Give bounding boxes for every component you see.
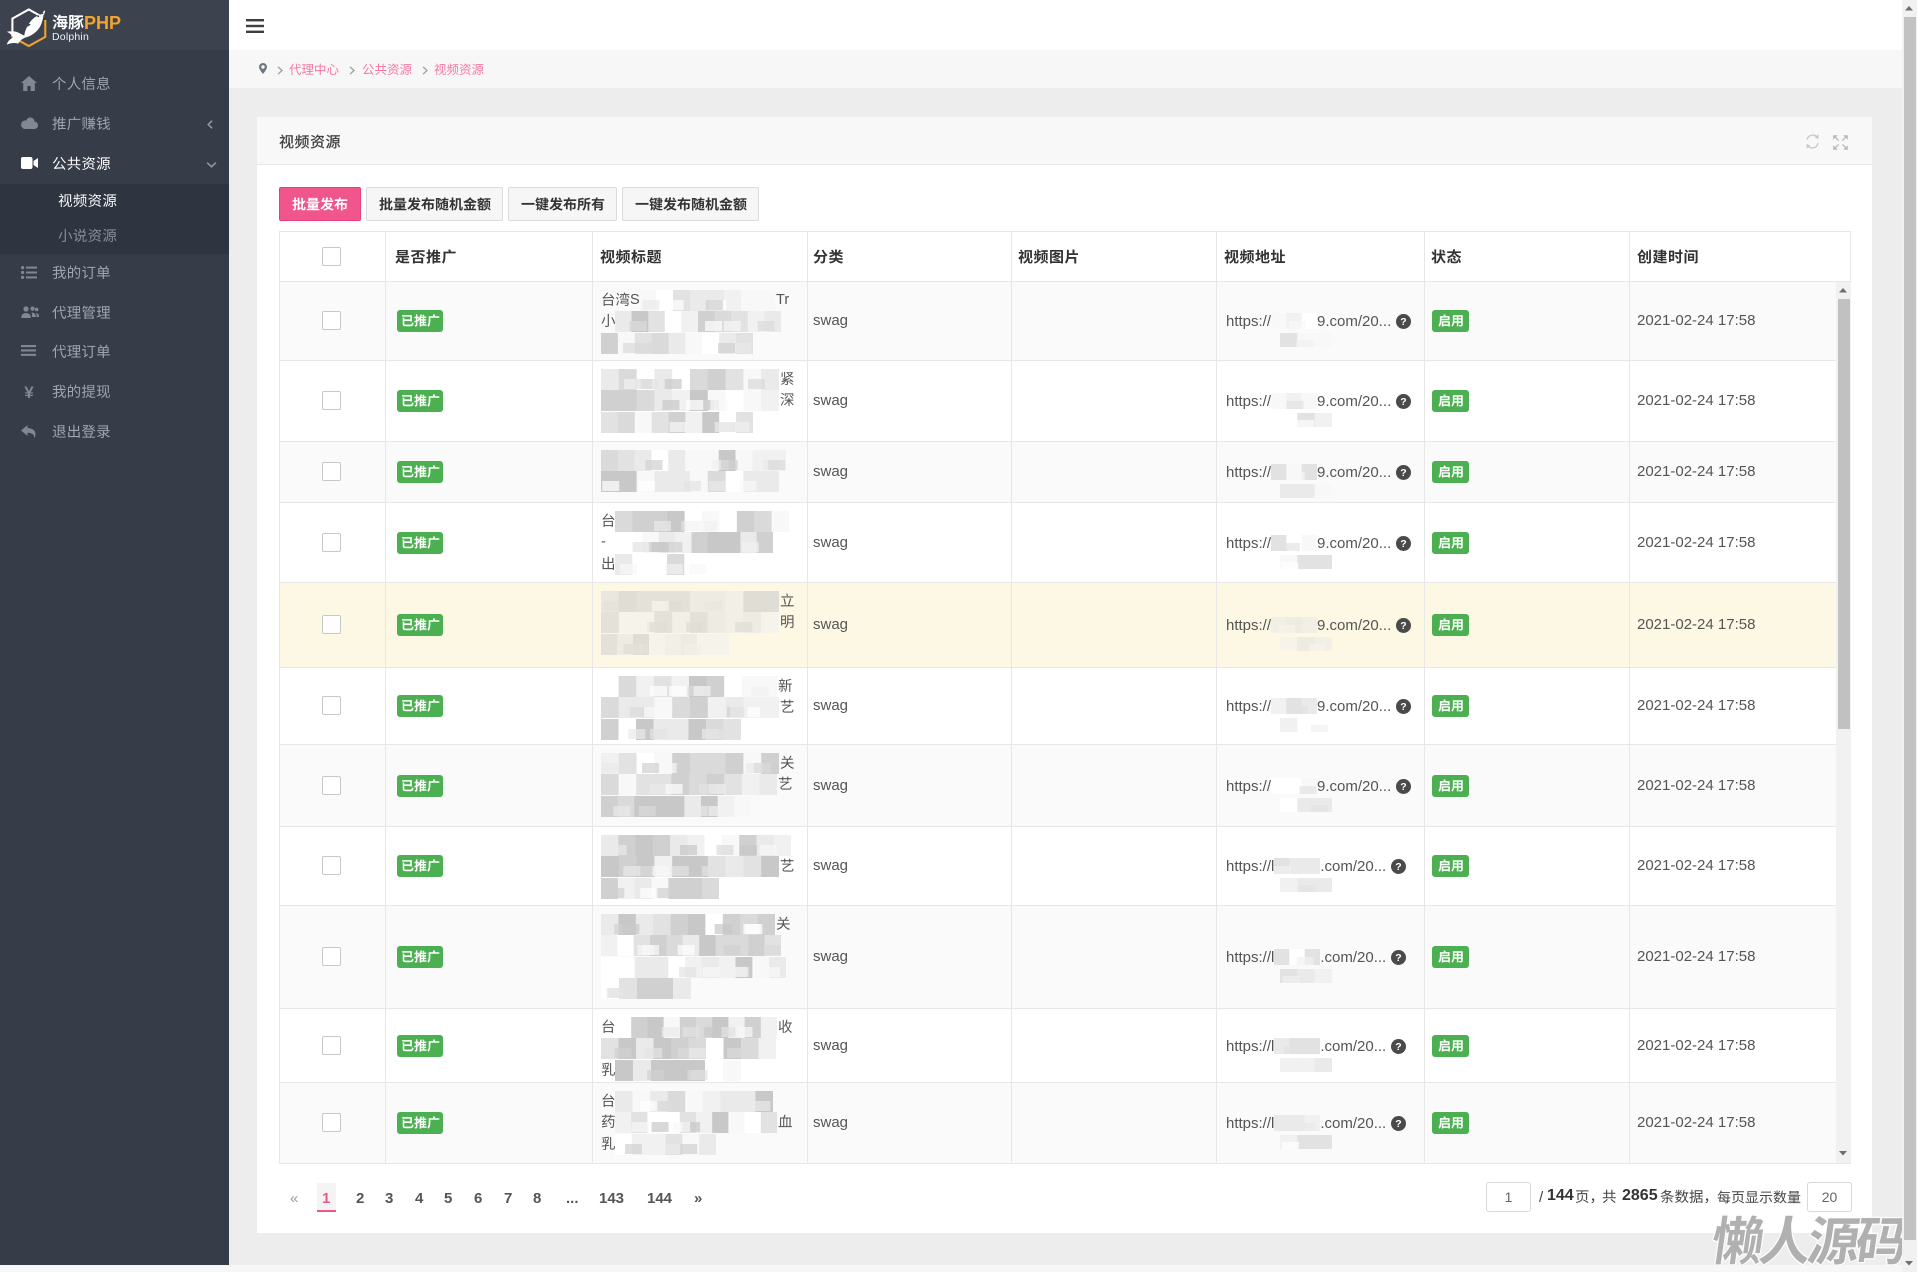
svg-text:?: ? bbox=[1401, 467, 1407, 479]
svg-text:?: ? bbox=[1396, 952, 1402, 964]
svg-text:?: ? bbox=[1396, 1041, 1402, 1053]
svg-text:?: ? bbox=[1401, 538, 1407, 550]
svg-text:?: ? bbox=[1396, 1118, 1402, 1130]
svg-text:?: ? bbox=[1401, 781, 1407, 793]
svg-text:?: ? bbox=[1401, 620, 1407, 632]
svg-text:?: ? bbox=[1401, 396, 1407, 408]
svg-text:?: ? bbox=[1401, 701, 1407, 713]
svg-text:?: ? bbox=[1396, 861, 1402, 873]
svg-text:?: ? bbox=[1401, 316, 1407, 328]
